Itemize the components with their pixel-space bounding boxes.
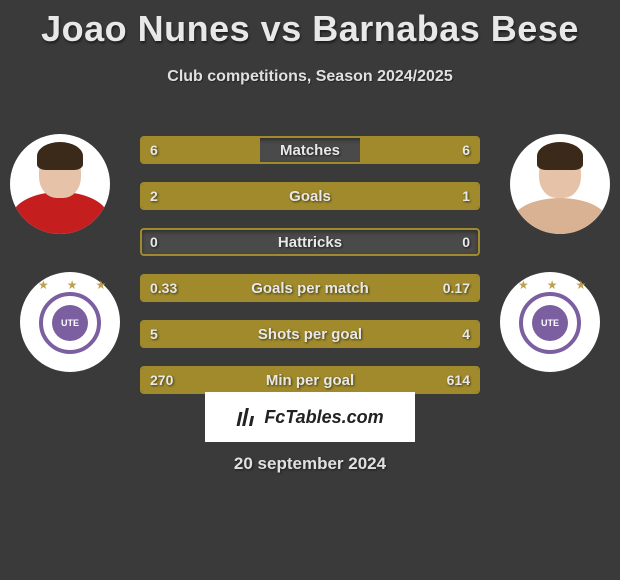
club-right-badge: ★★★ UTE — [500, 272, 600, 372]
star-icon: ★★★ — [20, 278, 120, 292]
club-inner-label: UTE — [52, 305, 88, 341]
player-right-avatar — [510, 134, 610, 234]
stat-row: 21Goals — [140, 182, 480, 210]
player-left-avatar — [10, 134, 110, 234]
fctables-logo-icon — [236, 406, 258, 428]
stat-label: Goals per match — [142, 276, 478, 300]
stat-label: Min per goal — [142, 368, 478, 392]
stat-label: Shots per goal — [142, 322, 478, 346]
stats-bars: 66Matches 21Goals 00Hattricks 0.330.17Goals… — [140, 136, 480, 412]
stat-label: Hattricks — [142, 230, 478, 254]
stat-label: Matches — [142, 138, 478, 162]
stat-row: 00Hattricks — [140, 228, 480, 256]
footer-date: 20 september 2024 — [0, 454, 620, 474]
comparison-panel: ★★★ UTE ★★★ UTE 66Matches 21Goals 00Hattri… — [0, 126, 620, 406]
stat-label: Goals — [142, 184, 478, 208]
stat-row: 0.330.17Goals per match — [140, 274, 480, 302]
stat-row: 270614Min per goal — [140, 366, 480, 394]
page-title: Joao Nunes vs Barnabas Bese — [0, 0, 620, 50]
page-subtitle: Club competitions, Season 2024/2025 — [0, 68, 620, 86]
branding-text: FcTables.com — [264, 407, 383, 428]
club-inner-label: UTE — [532, 305, 568, 341]
club-left-badge: ★★★ UTE — [20, 272, 120, 372]
star-icon: ★★★ — [500, 278, 600, 292]
branding-box: FcTables.com — [205, 392, 415, 442]
stat-row: 66Matches — [140, 136, 480, 164]
stat-row: 54Shots per goal — [140, 320, 480, 348]
